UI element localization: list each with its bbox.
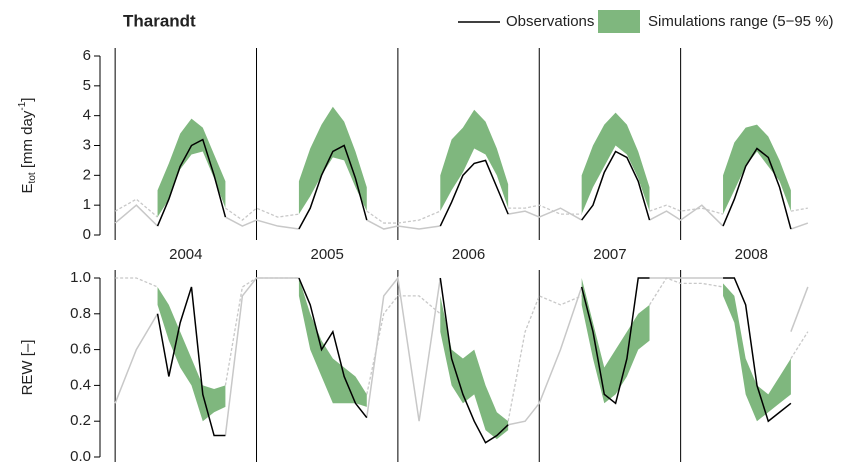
obs-line <box>114 313 159 404</box>
legend-label: Simulations range (5−95 %) <box>648 13 834 30</box>
sim-line-offseason <box>507 295 582 422</box>
sim-line-offseason <box>366 210 441 224</box>
sim-line-offseason <box>649 204 724 215</box>
sim-range-band <box>581 278 650 404</box>
obs-line <box>114 204 159 227</box>
x-tick-label: 2007 <box>593 246 626 263</box>
sim-range-band <box>157 118 226 218</box>
sim-range-band <box>723 283 791 422</box>
obs-line <box>790 222 809 230</box>
legend-swatch <box>598 10 640 33</box>
sim-line-offseason <box>366 295 441 395</box>
y-tick-label: 0.0 <box>70 448 91 464</box>
x-tick-label: 2006 <box>452 246 485 263</box>
x-tick-label: 2008 <box>735 246 768 263</box>
sim-range-band <box>581 112 650 215</box>
y-label-part: -1 <box>17 101 28 110</box>
sim-line-offseason <box>224 277 299 386</box>
obs-line <box>298 277 368 419</box>
obs-line <box>366 219 441 230</box>
obs-line <box>156 138 227 227</box>
obs-line <box>366 276 442 422</box>
y-tick-label: 5 <box>83 77 91 94</box>
obs-line <box>723 277 792 423</box>
sim-line-offseason <box>508 204 582 215</box>
y-tick-label: 2 <box>83 166 91 183</box>
sim-line-offseason <box>790 207 808 212</box>
sim-line-offseason <box>115 277 158 288</box>
y-label-part: E <box>19 183 36 193</box>
y-tick-label: 3 <box>83 136 91 153</box>
legend-label: Observations <box>506 13 594 30</box>
obs-line <box>298 144 368 230</box>
sim-line-offseason <box>790 331 809 359</box>
y-tick-label: 1 <box>83 196 91 213</box>
y-label-part: [mm day <box>19 110 36 172</box>
y-tick-label: 6 <box>83 47 91 64</box>
y-tick-label: 4 <box>83 107 91 124</box>
x-tick-label: 2004 <box>169 246 202 263</box>
y-tick-label: 0 <box>83 226 91 243</box>
obs-line <box>722 147 792 230</box>
y-label-part: REW [–] <box>19 340 36 396</box>
y-label-part: tot <box>27 172 38 183</box>
y-axis-label: REW [–] <box>19 340 36 396</box>
obs-line <box>224 277 299 436</box>
x-tick-label: 2005 <box>311 246 344 263</box>
sim-range-band <box>440 109 509 212</box>
sim-range-band <box>440 295 509 440</box>
obs-line <box>580 277 650 405</box>
chart-title: Tharandt <box>123 11 196 30</box>
obs-line <box>507 286 583 426</box>
obs-line <box>439 277 509 444</box>
sim-range-band <box>157 286 226 422</box>
obs-line <box>156 286 226 437</box>
obs-line <box>439 159 509 227</box>
y-label-part: ] <box>19 98 36 102</box>
y-axis-label: Etot [mm day-1] <box>17 98 38 194</box>
obs-line <box>508 207 583 221</box>
sim-range-band <box>298 278 367 407</box>
y-tick-label: 1.0 <box>70 269 91 286</box>
sim-line-offseason <box>648 277 724 306</box>
sim-range-band <box>298 106 367 215</box>
y-tick-label: 0.8 <box>70 305 91 322</box>
obs-line <box>649 204 724 227</box>
obs-line <box>790 286 809 332</box>
y-tick-label: 0.2 <box>70 412 91 429</box>
sim-line-offseason <box>225 207 300 221</box>
obs-line <box>225 216 300 230</box>
sim-range-band <box>723 124 791 215</box>
sim-line-offseason <box>114 198 158 218</box>
obs-line <box>581 150 651 221</box>
y-tick-label: 0.4 <box>70 376 91 393</box>
y-tick-label: 0.6 <box>70 341 91 358</box>
